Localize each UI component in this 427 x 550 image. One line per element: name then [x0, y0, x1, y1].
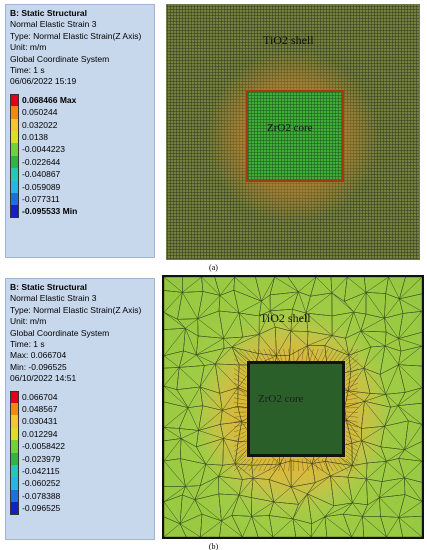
legend-swatch: [10, 168, 19, 181]
legend-label: 0.050244: [22, 107, 58, 118]
legend-swatch: [10, 143, 19, 156]
time-value: Time: 1 s: [10, 339, 45, 350]
legend-entry: 0.050244: [10, 106, 150, 119]
legend-swatch: [10, 131, 19, 144]
legend-entry: -0.059089: [10, 180, 150, 193]
legend-swatch: [10, 489, 19, 503]
legend-swatch: [10, 155, 19, 169]
legend-swatch: [10, 440, 19, 453]
legend-swatch: [10, 465, 19, 478]
legend-swatch: [10, 502, 19, 515]
result-name: Normal Elastic Strain 3: [10, 293, 97, 304]
legend-entry: -0.042115: [10, 465, 150, 478]
legend-swatch: [10, 106, 19, 119]
time-value: Time: 1 s: [10, 65, 45, 76]
legend-label: -0.096525: [22, 503, 61, 514]
legend-label: 0.030431: [22, 416, 58, 427]
core-region: [247, 361, 345, 457]
legend-label: 0.0138: [22, 132, 48, 143]
legend-label: -0.059089: [22, 181, 61, 192]
legend-swatch: [10, 205, 19, 218]
timestamp: 06/10/2022 14:51: [10, 373, 77, 384]
legend-entry: 0.012294: [10, 427, 150, 441]
info-box-b: B: Static Structural Normal Elastic Stra…: [5, 278, 155, 540]
legend-label: -0.077311: [22, 193, 60, 204]
legend-label: 0.048567: [22, 404, 58, 415]
legend-swatch: [10, 192, 19, 206]
caption-b: (b): [208, 542, 219, 550]
coordinate-system: Global Coordinate System: [10, 53, 110, 64]
legend-entry: -0.0058422: [10, 440, 150, 453]
timestamp: 06/06/2022 15:19: [10, 76, 77, 87]
analysis-title: B: Static Structural: [10, 8, 87, 18]
legend-label: -0.042115: [22, 466, 60, 476]
legend-a: 0.068466 Max 0.050244 0.032022 0.0138 -0.004…: [10, 93, 150, 218]
core-label: ZrO2 core: [267, 122, 313, 134]
max-value: Max: 0.066704: [10, 350, 67, 361]
legend-label: -0.023979: [22, 453, 61, 464]
legend-entry: -0.023979: [10, 452, 150, 465]
mesh-plot-a: TiO2 shell ZrO2 core: [166, 4, 420, 260]
legend-swatch: [10, 118, 19, 132]
legend-swatch: [10, 390, 19, 404]
legend-label: -0.0058422: [22, 441, 66, 452]
legend-label: -0.060252: [22, 478, 61, 489]
legend-label: 0.032022: [22, 119, 58, 130]
legend-entry: -0.096525: [10, 502, 150, 515]
legend-b: 0.066704 0.048567 0.030431 0.012294 -0.00584…: [10, 390, 150, 515]
legend-label: -0.095533 Min: [22, 206, 78, 217]
coordinate-system: Global Coordinate System: [10, 327, 110, 338]
shell-label: TiO2 shell: [260, 311, 311, 325]
legend-entry: -0.077311: [10, 192, 150, 206]
core-label: ZrO2 core: [258, 393, 304, 405]
result-type: Type: Normal Elastic Strain(Z Axis): [10, 304, 142, 315]
legend-label: 0.066704: [22, 391, 58, 402]
min-value: Min: -0.096525: [10, 361, 67, 372]
legend-swatch: [10, 403, 19, 416]
result-unit: Unit: m/m: [10, 42, 47, 53]
legend-entry: 0.0138: [10, 131, 150, 144]
legend-entry: -0.095533 Min: [10, 205, 150, 218]
panel-b: B: Static Structural Normal Elastic Stra…: [0, 275, 427, 550]
legend-label: 0.012294: [22, 428, 58, 439]
legend-swatch: [10, 452, 19, 465]
legend-entry: -0.0044223: [10, 143, 150, 156]
panel-a: B: Static Structural Normal Elastic Stra…: [5, 4, 420, 272]
legend-entry: -0.022644: [10, 155, 150, 169]
mesh-plot-b: TiO2 shell ZrO2 core: [162, 275, 424, 539]
legend-label: 0.068466 Max: [22, 94, 77, 105]
result-unit: Unit: m/m: [10, 316, 47, 327]
legend-entry: 0.066704: [10, 390, 150, 404]
legend-label: -0.078388: [22, 490, 61, 501]
shell-label: TiO2 shell: [263, 33, 314, 47]
legend-swatch: [10, 415, 19, 428]
legend-entry: 0.032022: [10, 118, 150, 132]
result-type: Type: Normal Elastic Strain(Z Axis): [10, 30, 142, 41]
legend-entry: -0.078388: [10, 489, 150, 503]
legend-entry: 0.048567: [10, 403, 150, 416]
info-box-a: B: Static Structural Normal Elastic Stra…: [5, 4, 155, 258]
legend-swatch: [10, 477, 19, 490]
legend-swatch: [10, 180, 19, 193]
legend-label: -0.040867: [22, 169, 61, 180]
result-name: Normal Elastic Strain 3: [10, 19, 97, 30]
core-region: [246, 90, 344, 182]
legend-swatch: [10, 93, 19, 107]
coarse-mesh: [164, 277, 422, 537]
legend-swatch: [10, 427, 19, 441]
caption-a: (a): [209, 263, 218, 272]
legend-entry: -0.060252: [10, 477, 150, 490]
legend-entry: 0.068466 Max: [10, 93, 150, 107]
legend-label: -0.0044223: [22, 144, 66, 155]
legend-label: -0.022644: [22, 156, 61, 167]
legend-entry: -0.040867: [10, 168, 150, 181]
analysis-title: B: Static Structural: [10, 282, 87, 292]
legend-entry: 0.030431: [10, 415, 150, 428]
